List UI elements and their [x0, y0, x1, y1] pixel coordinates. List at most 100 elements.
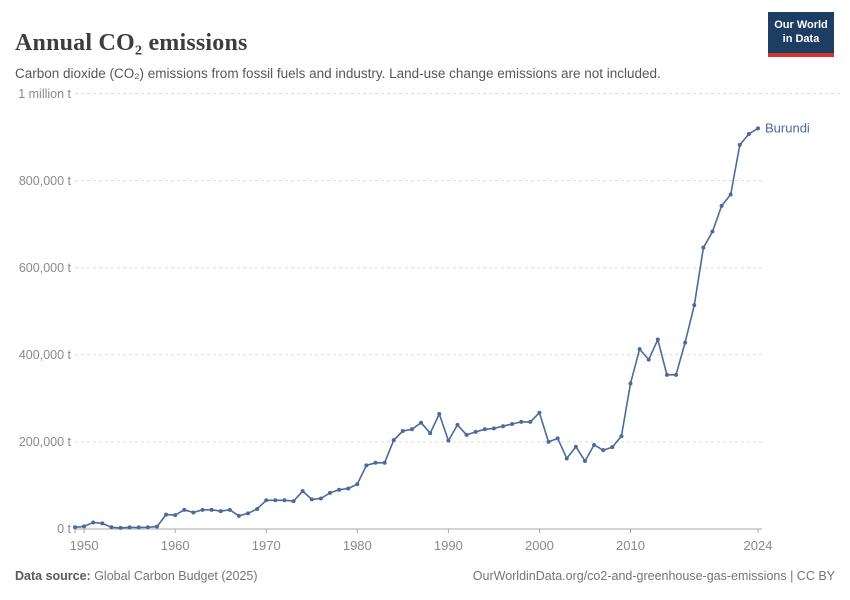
data-point-marker[interactable] — [409, 427, 414, 432]
data-point-marker[interactable] — [692, 303, 697, 308]
data-point-marker[interactable] — [291, 499, 296, 504]
data-point-marker[interactable] — [100, 521, 105, 526]
data-point-marker[interactable] — [382, 460, 387, 465]
data-point-marker[interactable] — [191, 510, 196, 515]
data-point-marker[interactable] — [391, 438, 396, 443]
data-point-marker[interactable] — [200, 507, 205, 512]
data-point-marker[interactable] — [164, 512, 169, 517]
data-point-marker[interactable] — [482, 427, 487, 432]
data-point-marker[interactable] — [309, 497, 314, 502]
data-point-marker[interactable] — [182, 507, 187, 512]
owid-url-license-link[interactable]: OurWorldinData.org/co2-and-greenhouse-ga… — [472, 569, 835, 583]
data-point-marker[interactable] — [756, 126, 760, 131]
data-point-marker[interactable] — [473, 429, 478, 434]
y-axis-tick-label: 1 million t — [18, 86, 71, 101]
data-point-marker[interactable] — [701, 245, 706, 250]
data-point-marker[interactable] — [255, 506, 260, 511]
data-point-marker[interactable] — [428, 431, 433, 436]
data-point-marker[interactable] — [710, 229, 715, 234]
data-point-marker[interactable] — [719, 203, 724, 208]
data-point-marker[interactable] — [273, 498, 278, 503]
data-point-marker[interactable] — [91, 520, 96, 525]
data-point-marker[interactable] — [419, 420, 424, 425]
y-axis-tick-label: 600,000 t — [18, 260, 71, 275]
data-point-marker[interactable] — [355, 482, 360, 487]
data-point-marker[interactable] — [464, 432, 469, 437]
x-axis-tick-label: 2000 — [524, 538, 554, 553]
data-point-marker[interactable] — [537, 410, 542, 415]
data-point-marker[interactable] — [746, 132, 751, 137]
x-axis-tick-label: 2010 — [616, 538, 645, 553]
data-point-marker[interactable] — [400, 429, 405, 434]
data-point-marker[interactable] — [582, 459, 587, 464]
data-source-label: Data source: — [15, 569, 91, 583]
data-point-marker[interactable] — [318, 496, 323, 501]
data-point-marker[interactable] — [127, 525, 132, 530]
data-point-marker[interactable] — [73, 525, 77, 530]
data-point-marker[interactable] — [601, 448, 606, 453]
data-point-marker[interactable] — [646, 357, 651, 362]
data-point-marker[interactable] — [664, 372, 669, 377]
data-point-marker[interactable] — [173, 513, 178, 518]
data-point-marker[interactable] — [501, 424, 506, 429]
data-point-marker[interactable] — [346, 486, 351, 491]
x-axis-tick-label: 1970 — [251, 538, 281, 553]
owid-logo[interactable]: Our World in Data — [768, 12, 834, 57]
data-point-marker[interactable] — [592, 442, 597, 447]
data-point-marker[interactable] — [637, 347, 642, 352]
data-point-marker[interactable] — [728, 192, 733, 197]
data-point-marker[interactable] — [674, 372, 679, 377]
data-point-marker[interactable] — [282, 498, 287, 503]
data-point-marker[interactable] — [136, 525, 141, 530]
data-point-marker[interactable] — [491, 426, 496, 431]
series-label-burundi[interactable]: Burundi — [765, 120, 810, 136]
data-point-marker[interactable] — [564, 456, 569, 461]
data-point-marker[interactable] — [446, 438, 451, 443]
chart-subtitle: Carbon dioxide (CO₂) emissions from foss… — [15, 65, 661, 81]
data-source-note: Data source: Global Carbon Budget (2025) — [15, 569, 258, 583]
data-point-marker[interactable] — [227, 507, 232, 512]
x-axis-tick-label: 1990 — [433, 538, 463, 553]
data-point-marker[interactable] — [528, 419, 533, 424]
data-point-marker[interactable] — [300, 489, 305, 494]
data-point-marker[interactable] — [573, 444, 578, 449]
data-point-marker[interactable] — [327, 490, 332, 495]
data-point-marker[interactable] — [655, 337, 660, 342]
data-point-marker[interactable] — [109, 525, 114, 530]
x-axis-tick-label: 2024 — [743, 538, 773, 553]
data-point-marker[interactable] — [683, 340, 688, 345]
y-axis-tick-label: 800,000 t — [18, 173, 71, 188]
data-point-marker[interactable] — [236, 513, 241, 518]
data-point-marker[interactable] — [546, 439, 551, 444]
data-point-marker[interactable] — [455, 422, 460, 427]
x-axis-tick-label: 1950 — [69, 538, 99, 553]
burundi-line-series[interactable] — [74, 127, 759, 529]
data-point-marker[interactable] — [337, 487, 342, 492]
data-point-marker[interactable] — [737, 142, 742, 147]
data-point-marker[interactable] — [437, 412, 442, 417]
data-point-marker[interactable] — [118, 525, 123, 530]
data-point-marker[interactable] — [628, 381, 633, 386]
data-point-marker[interactable] — [209, 507, 214, 512]
data-point-marker[interactable] — [154, 524, 159, 529]
owid-logo-box: Our World in Data — [768, 12, 834, 53]
owid-logo-line1: Our World — [774, 19, 828, 31]
data-point-marker[interactable] — [82, 524, 87, 529]
data-point-marker[interactable] — [519, 419, 524, 424]
data-point-marker[interactable] — [364, 463, 369, 468]
data-point-marker[interactable] — [246, 511, 251, 516]
x-axis-tick-label: 1980 — [342, 538, 372, 553]
owid-logo-red-bar — [768, 52, 834, 57]
x-axis-tick-label: 1960 — [160, 538, 190, 553]
data-point-marker[interactable] — [145, 525, 150, 530]
data-point-marker[interactable] — [373, 460, 378, 465]
data-source-text: Global Carbon Budget (2025) — [90, 569, 258, 583]
data-point-marker[interactable] — [218, 509, 223, 514]
data-point-marker[interactable] — [510, 422, 515, 427]
data-point-marker[interactable] — [619, 434, 624, 439]
data-point-marker[interactable] — [610, 445, 615, 450]
data-point-marker[interactable] — [555, 436, 560, 441]
data-point-marker[interactable] — [264, 498, 269, 503]
